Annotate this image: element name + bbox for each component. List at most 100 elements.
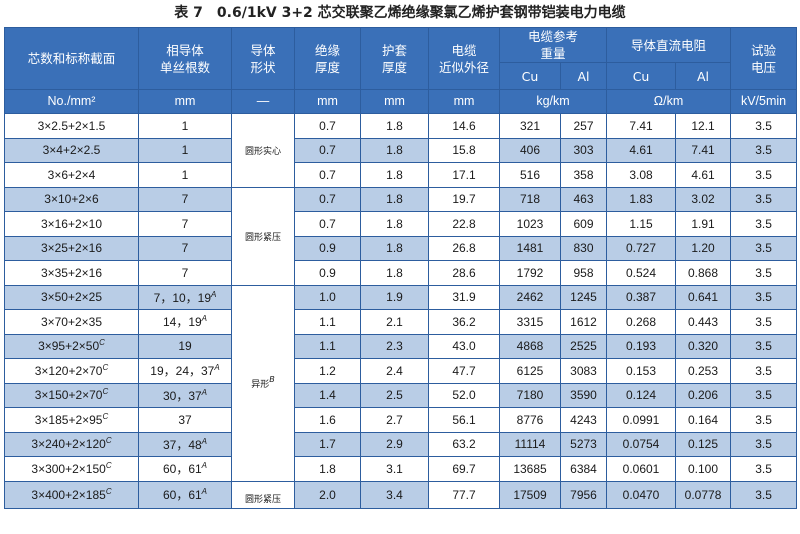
- cell-resistance-cu: 0.268: [606, 309, 677, 335]
- cell-sheath: 1.9: [360, 284, 429, 310]
- cell-weight-al: 3590: [559, 382, 608, 408]
- cell-resistance-al: 0.320: [675, 333, 732, 359]
- cell-cores: 3×6+2×4: [4, 162, 139, 188]
- cell-resistance-al: 7.41: [675, 137, 732, 163]
- cell-single-wire: 19: [138, 333, 232, 359]
- cell-sheath: 1.8: [360, 260, 429, 286]
- unit-resistance: Ω/km: [606, 89, 732, 114]
- cell-weight-cu: 406: [499, 137, 561, 163]
- cell-conductor-shape: 异形B: [231, 284, 295, 482]
- cell-weight-al: 2525: [559, 333, 608, 359]
- cell-weight-al: 958: [559, 260, 608, 286]
- cell-weight-cu: 4868: [499, 333, 561, 359]
- cell-test-voltage: 3.5: [730, 186, 798, 212]
- cell-outer-diameter: 43.0: [428, 333, 500, 359]
- cell-conductor-shape: 圆形紧压: [231, 480, 295, 509]
- cell-resistance-al: 0.0778: [675, 480, 732, 509]
- cell-single-wire: 1: [138, 113, 232, 139]
- cell-sheath: 2.5: [360, 382, 429, 408]
- cell-outer-diameter: 36.2: [428, 309, 500, 335]
- cell-outer-diameter: 52.0: [428, 382, 500, 408]
- cell-weight-cu: 11114: [499, 431, 561, 457]
- table-row: 3×16+2×10 7 0.7 1.8 22.8 1023 609 1.15 1.91 3.5: [4, 211, 798, 237]
- cell-weight-al: 4243: [559, 407, 608, 433]
- header-cores: 芯数和标称截面: [4, 27, 139, 90]
- cell-outer-diameter: 47.7: [428, 358, 500, 384]
- cell-weight-al: 257: [559, 113, 608, 139]
- cable-spec-table: 芯数和标称截面 相导体 单丝根数 导体 形状 绝缘 厚度 护套 厚度 电缆 近似外径 电缆…: [4, 27, 798, 509]
- cell-resistance-cu: 0.193: [606, 333, 677, 359]
- cell-resistance-cu: 0.0754: [606, 431, 677, 457]
- cell-sheath: 1.8: [360, 235, 429, 261]
- table-row: 3×2.5+2×1.5 1 圆形实心 0.7 1.8 14.6 321 257 7.41 12.1…: [4, 113, 798, 188]
- cell-single-wire: 19，24，37A: [138, 358, 232, 384]
- unit-weight: kg/km: [498, 89, 608, 114]
- cell-resistance-cu: 0.524: [606, 260, 677, 286]
- cell-insulation: 1.1: [294, 333, 361, 359]
- cell-weight-cu: 17509: [499, 480, 561, 509]
- cell-weight-cu: 6125: [499, 358, 561, 384]
- cell-cores: 3×300+2×150C: [4, 456, 139, 482]
- cell-insulation: 2.0: [294, 480, 361, 509]
- cell-test-voltage: 3.5: [730, 235, 798, 261]
- unit-shape: —: [231, 89, 295, 114]
- table-row: 3×185+2×95C 37 1.6 2.7 56.1 8776 4243 0.0991 0.1…: [4, 407, 798, 433]
- cell-weight-cu: 8776: [499, 407, 561, 433]
- cell-weight-al: 358: [559, 162, 608, 188]
- cell-single-wire: 7，10，19A: [138, 284, 232, 310]
- cell-single-wire: 37，48A: [138, 431, 232, 457]
- cell-insulation: 1.4: [294, 382, 361, 408]
- cell-cores: 3×25+2×16: [4, 235, 139, 261]
- cell-insulation: 0.7: [294, 162, 361, 188]
- cell-cores: 3×70+2×35: [4, 309, 139, 335]
- cell-single-wire: 60，61A: [138, 480, 232, 509]
- table-row: 3×150+2×70C 30，37A 1.4 2.5 52.0 7180 3590 0.124…: [4, 382, 798, 408]
- unit-single-wire: mm: [138, 89, 232, 114]
- header-resistance: 导体直流电阻: [606, 27, 732, 63]
- cell-resistance-al: 1.91: [675, 211, 732, 237]
- cell-resistance-al: 1.20: [675, 235, 732, 261]
- cell-test-voltage: 3.5: [730, 358, 798, 384]
- cell-insulation: 0.7: [294, 186, 361, 212]
- cell-conductor-shape: 圆形紧压: [231, 186, 295, 286]
- table-row: 3×400+2×185C 60，61A 圆形紧压 2.0 3.4 77.7 17509 795…: [4, 480, 798, 509]
- cell-weight-cu: 13685: [499, 456, 561, 482]
- cell-single-wire: 7: [138, 235, 232, 261]
- cell-weight-cu: 1792: [499, 260, 561, 286]
- cell-cores: 3×16+2×10: [4, 211, 139, 237]
- cell-cores: 3×120+2×70C: [4, 358, 139, 384]
- cell-weight-al: 3083: [559, 358, 608, 384]
- unit-diameter: mm: [428, 89, 500, 114]
- cell-single-wire: 7: [138, 186, 232, 212]
- cell-test-voltage: 3.5: [730, 333, 798, 359]
- header-single-wire: 相导体 单丝根数: [138, 27, 232, 90]
- cell-weight-cu: 7180: [499, 382, 561, 408]
- header-outer-diameter: 电缆 近似外径: [428, 27, 500, 90]
- header-sheath: 护套 厚度: [360, 27, 429, 90]
- cell-resistance-cu: 1.15: [606, 211, 677, 237]
- cell-insulation: 1.6: [294, 407, 361, 433]
- table-row: 3×25+2×16 7 0.9 1.8 26.8 1481 830 0.727 1.20 3.5: [4, 235, 798, 261]
- cell-weight-cu: 1023: [499, 211, 561, 237]
- cell-outer-diameter: 77.7: [428, 480, 500, 509]
- cell-resistance-cu: 0.0991: [606, 407, 677, 433]
- cell-cores: 3×185+2×95C: [4, 407, 139, 433]
- table-row: 3×120+2×70C 19，24，37A 1.2 2.4 47.7 6125 3083 0.…: [4, 358, 798, 384]
- cell-single-wire: 30，37A: [138, 382, 232, 408]
- cell-resistance-cu: 1.83: [606, 186, 677, 212]
- cell-outer-diameter: 31.9: [428, 284, 500, 310]
- cell-insulation: 0.7: [294, 137, 361, 163]
- unit-voltage: kV/5min: [730, 89, 798, 114]
- cell-insulation: 0.7: [294, 113, 361, 139]
- table-row: 3×10+2×6 7 圆形紧压 0.7 1.8 19.7 718 463 1.83 3.02 3.5: [4, 186, 798, 286]
- cell-resistance-al: 0.206: [675, 382, 732, 408]
- cell-single-wire: 37: [138, 407, 232, 433]
- cell-test-voltage: 3.5: [730, 284, 798, 310]
- cell-sheath: 1.8: [360, 162, 429, 188]
- table-title: 表 7 0.6/1kV 3+2 芯交联聚乙烯绝缘聚氯乙烯护套钢带铠装电力电缆: [174, 5, 626, 21]
- table-row: 3×50+2×25 7，10，19A 异形B 1.0 1.9 31.9 2462 1245 0.…: [4, 284, 798, 482]
- cell-test-voltage: 3.5: [730, 211, 798, 237]
- cell-test-voltage: 3.5: [730, 431, 798, 457]
- cell-single-wire: 60，61A: [138, 456, 232, 482]
- cell-weight-al: 6384: [559, 456, 608, 482]
